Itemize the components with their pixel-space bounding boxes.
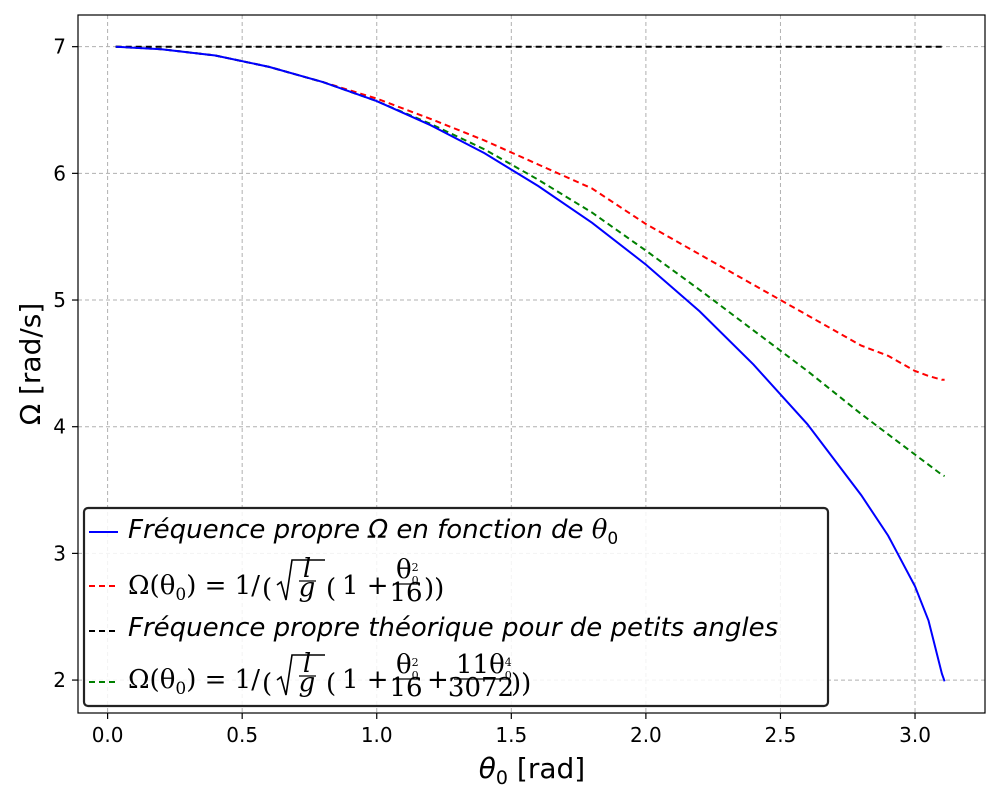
x-axis-ticks: 0.0 0.5 1.0 1.5 2.0 2.5 3.0 [92, 713, 931, 747]
legend-item-2-l: l [303, 554, 311, 584]
legend-item-1-theta: θ [592, 515, 608, 545]
legend-item-2-g: g [299, 573, 316, 603]
x-tick-label-0: 0.0 [92, 723, 124, 747]
x-tick-label-3: 1.5 [495, 723, 527, 747]
legend-item-2-open-paren: ( [262, 574, 272, 604]
legend-item-4-sqrt [276, 654, 325, 696]
legend-item-4-one: 1 + [342, 665, 389, 695]
legend-item-4-numerator-2: 11θ4 0 [456, 650, 512, 682]
x-axis-label-subscript: 0 [496, 767, 508, 789]
y-axis-label: Ω [rad/s] [14, 303, 47, 426]
x-axis-label-unit: [rad] [508, 752, 585, 785]
legend-item-4-open-paren: ( [262, 669, 272, 699]
legend-item-2-numerator: θ2 0 [396, 555, 419, 587]
y-axis-ticks: 2 3 4 5 6 7 [53, 35, 78, 692]
series-line-0 [115, 45, 946, 682]
legend-item-4-open-paren-2: ( [326, 669, 336, 699]
legend-item-2-one: 1 + [342, 571, 389, 601]
legend-item-2-close-paren: )) [424, 574, 444, 604]
legend-item-2-lhs: Ω(θ0) = 1/ [128, 571, 260, 605]
legend-item-4-plus: + [427, 665, 449, 695]
y-tick-label-1: 3 [53, 541, 66, 565]
y-tick-label-0: 2 [53, 668, 66, 692]
legend-item-4-denominator: 16 [389, 673, 422, 703]
legend-item-1-text: Fréquence propre Ω en fonction de [128, 515, 592, 545]
legend-item-2-denominator: 16 [389, 578, 422, 608]
y-tick-label-2: 4 [53, 415, 66, 439]
legend-item-4-l: l [303, 649, 311, 679]
plot-frame [77, 14, 986, 714]
x-tick-label-5: 2.5 [765, 723, 797, 747]
legend-item-4-numerator: θ2 0 [396, 650, 419, 682]
y-tick-label-4: 6 [53, 161, 66, 185]
x-tick-label-4: 2.0 [630, 723, 662, 747]
legend-item-4-close-paren: )) [511, 669, 531, 699]
legend-item-1-sub: 0 [607, 529, 618, 549]
x-tick-label-2: 1.0 [361, 723, 393, 747]
x-axis-label-theta: θ [479, 752, 496, 785]
legend-item-2: Ω(θ0) = 1/ ( l g ( 1 + θ2 0 16 )) [128, 554, 444, 608]
legend-item-2-sqrt [276, 559, 325, 601]
legend-item-2-open-paren-2: ( [326, 574, 336, 604]
y-tick-label-5: 7 [53, 35, 66, 59]
x-tick-label-6: 3.0 [899, 723, 931, 747]
legend-item-3: Fréquence propre théorique pour de petit… [128, 613, 778, 643]
legend-item-4-denominator-2: 3072 [448, 673, 514, 703]
legend-item-4-lhs: Ω(θ0) = 1/ [128, 665, 260, 699]
legend-item-4: Ω(θ0) = 1/ ( l g ( 1 + θ2 0 16 + 11θ4 0 30… [128, 649, 531, 703]
legend: Fréquence propre Ω en fonction de θ0 Ω(θ… [82, 506, 830, 708]
legend-item-4-g: g [299, 668, 316, 698]
legend-item-1: Fréquence propre Ω en fonction de θ0 [128, 515, 618, 549]
legend-box [82, 506, 830, 708]
y-tick-label-3: 5 [53, 288, 66, 312]
x-axis-label: θ0 [rad] [479, 752, 585, 789]
x-tick-label-1: 0.5 [226, 723, 258, 747]
